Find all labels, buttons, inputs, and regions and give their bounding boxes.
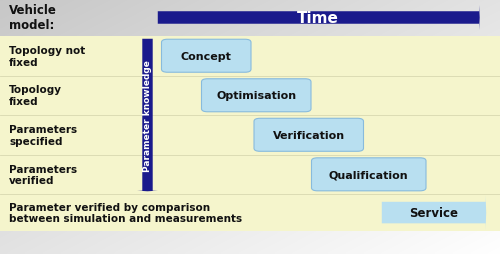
Text: Parameters
specified: Parameters specified: [9, 124, 77, 146]
Text: Parameter knowledge: Parameter knowledge: [143, 60, 152, 171]
Text: Optimisation: Optimisation: [216, 91, 296, 101]
Bar: [0, 194, 500, 231]
Text: Time: Time: [296, 11, 339, 26]
Bar: [0, 155, 500, 194]
Text: Concept: Concept: [181, 52, 232, 61]
Text: Qualification: Qualification: [329, 170, 408, 180]
FancyBboxPatch shape: [254, 119, 364, 152]
Text: Verification: Verification: [272, 130, 345, 140]
FancyBboxPatch shape: [202, 80, 311, 112]
FancyBboxPatch shape: [162, 40, 251, 73]
Text: Topology not
fixed: Topology not fixed: [9, 46, 85, 67]
Text: Service: Service: [410, 206, 459, 219]
Text: Parameter verified by comparison
between simulation and measurements: Parameter verified by comparison between…: [9, 202, 242, 224]
Text: Topology
fixed: Topology fixed: [9, 85, 62, 107]
Text: Vehicle
model:: Vehicle model:: [9, 4, 57, 32]
Bar: [0, 116, 500, 155]
Text: Parameters
verified: Parameters verified: [9, 164, 77, 185]
Bar: [0, 76, 500, 116]
FancyBboxPatch shape: [312, 158, 426, 191]
Bar: [0, 37, 500, 76]
